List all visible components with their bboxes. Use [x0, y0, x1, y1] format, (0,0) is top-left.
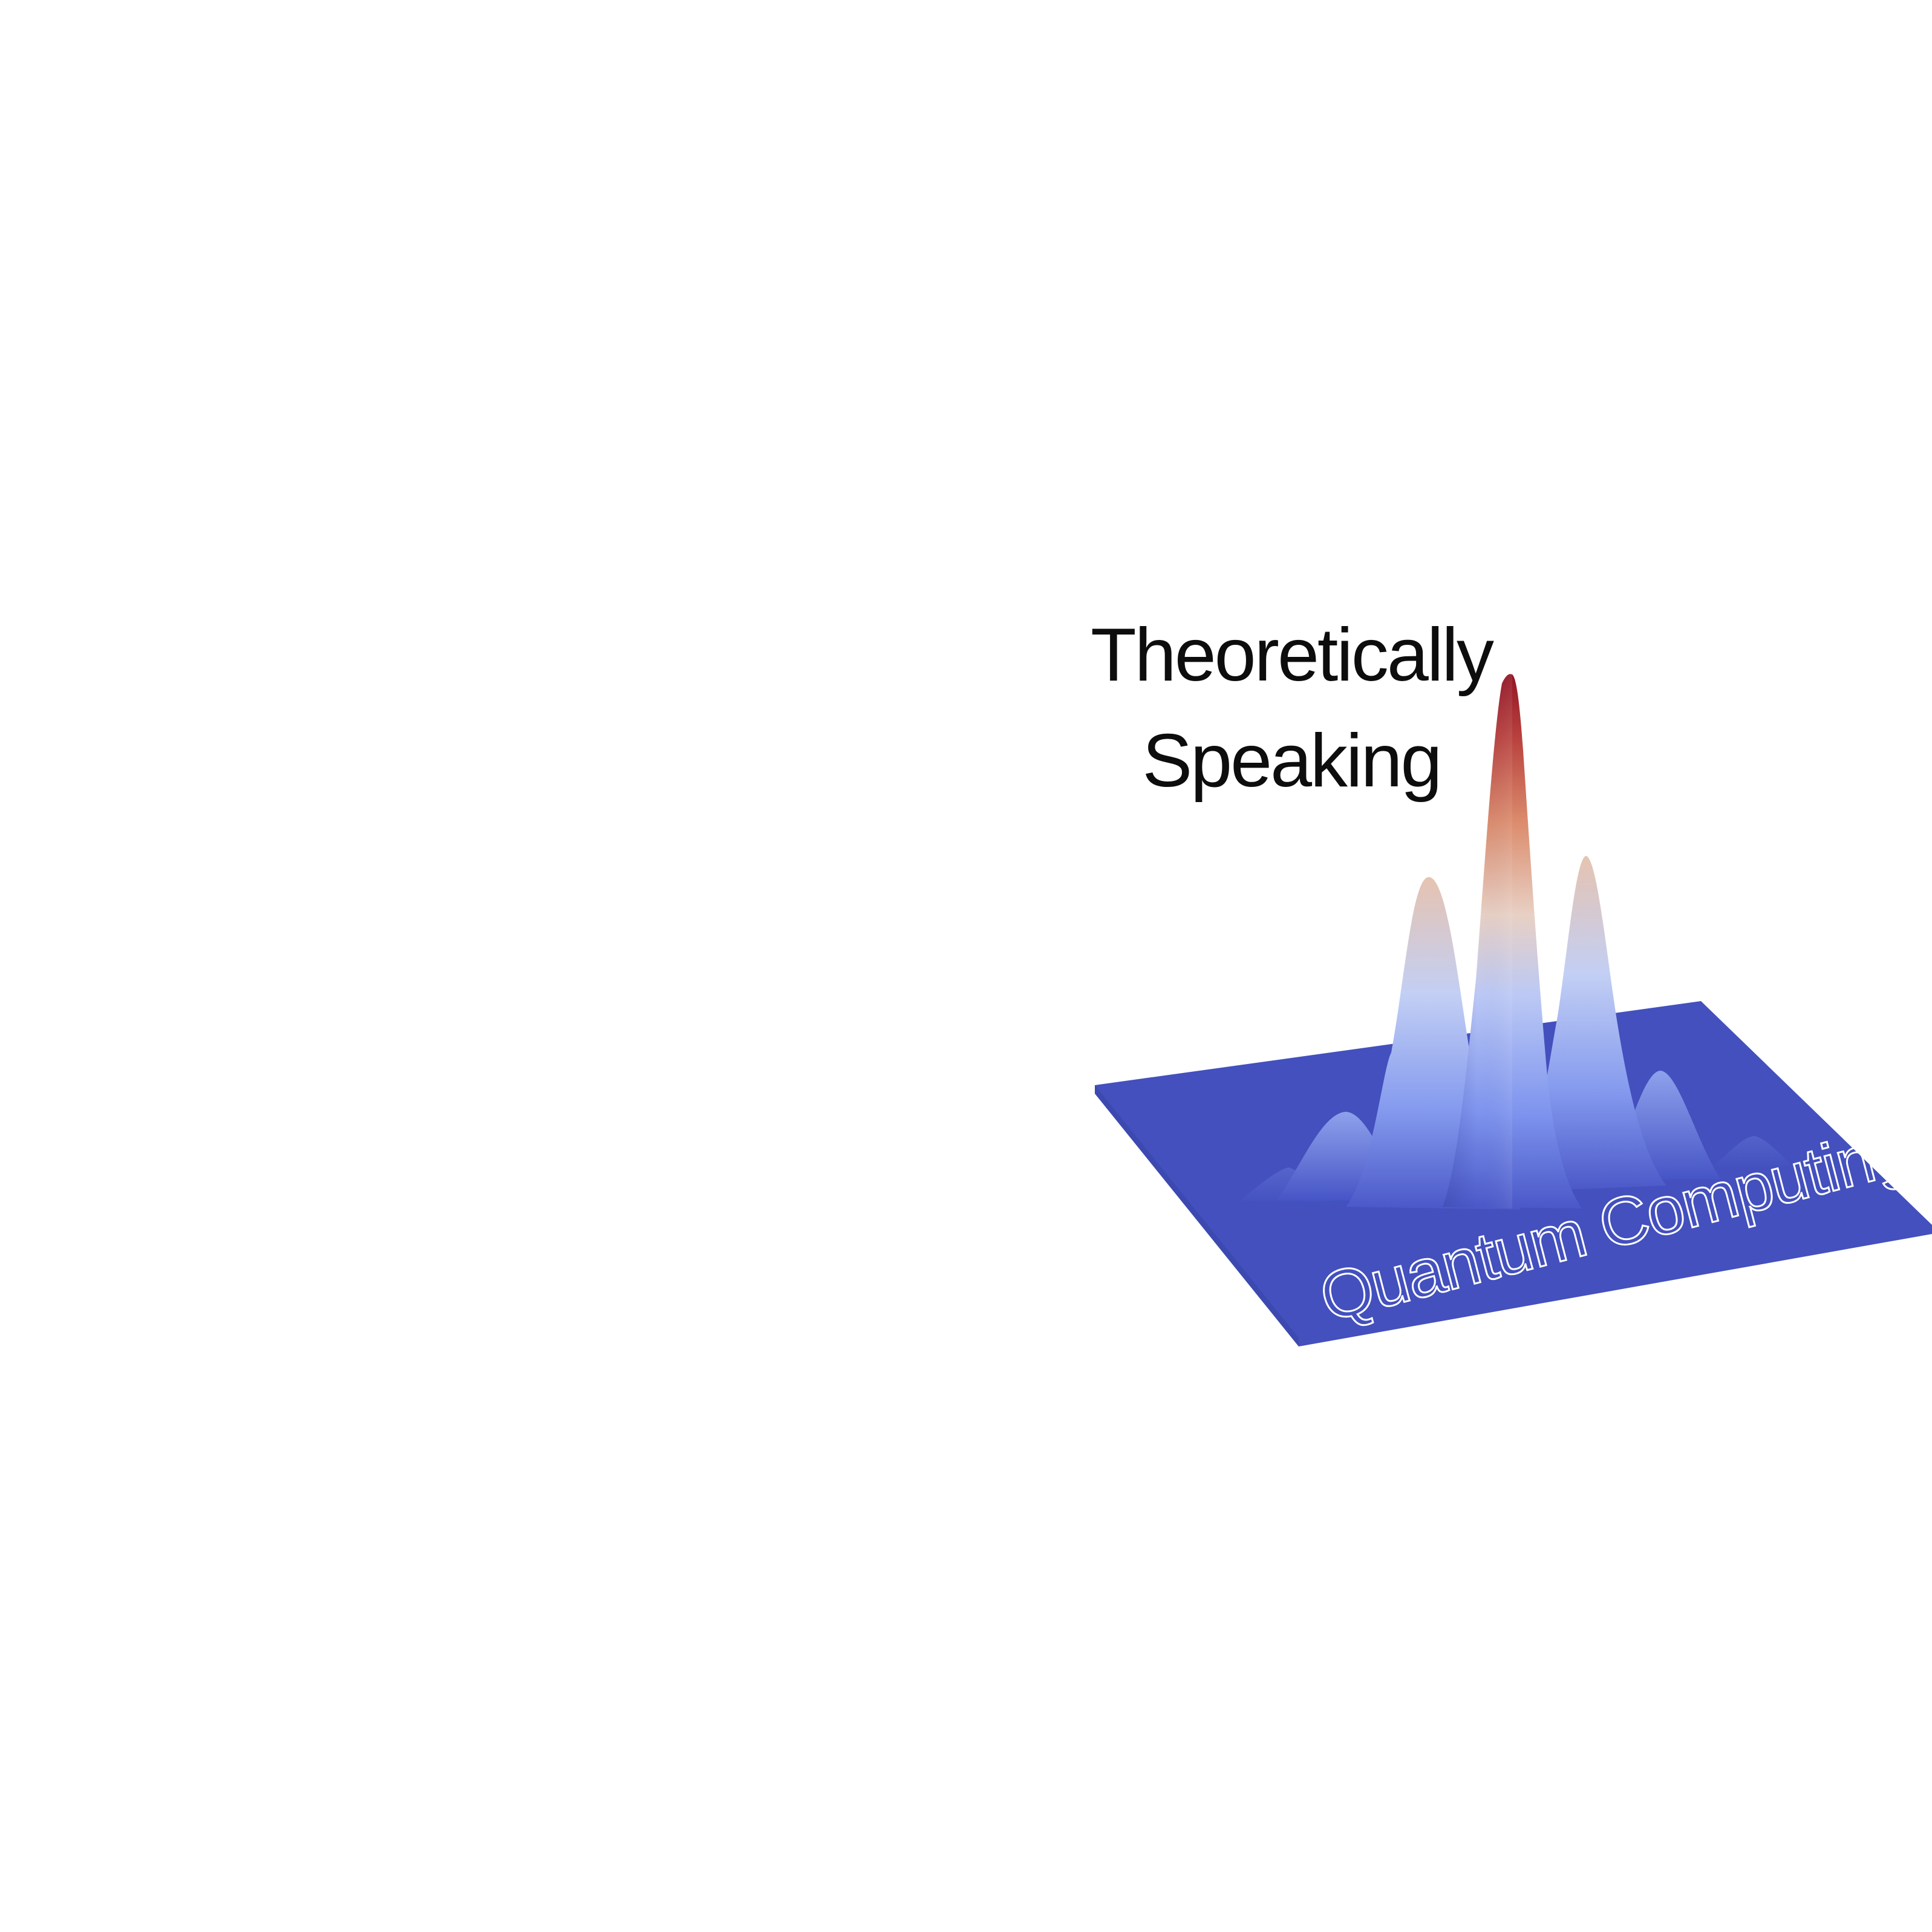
probability-peaks	[1240, 674, 1793, 1210]
minor-peak-far-right	[1712, 1136, 1793, 1167]
side-peak-right	[1515, 856, 1666, 1192]
title-line-2: Speaking	[1142, 719, 1440, 803]
title-line-1: Theoretically	[1091, 613, 1494, 697]
